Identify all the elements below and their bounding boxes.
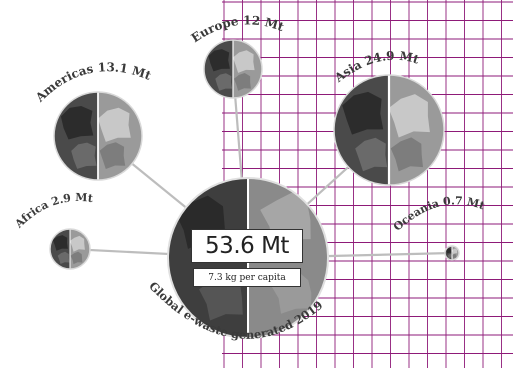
region-label-oceania: Oceania 0.7 Mt bbox=[391, 194, 487, 233]
globe-europe bbox=[203, 39, 263, 99]
globe-asia bbox=[333, 74, 445, 186]
total-value: 53.6 Mt bbox=[191, 229, 303, 263]
globe-americas bbox=[53, 91, 143, 181]
per-capita-value: 7.3 kg per capita bbox=[193, 268, 301, 287]
globe-africa bbox=[49, 228, 91, 270]
globe-oceania bbox=[444, 245, 460, 261]
region-label-africa: Africa 2.9 Mt bbox=[12, 191, 95, 231]
